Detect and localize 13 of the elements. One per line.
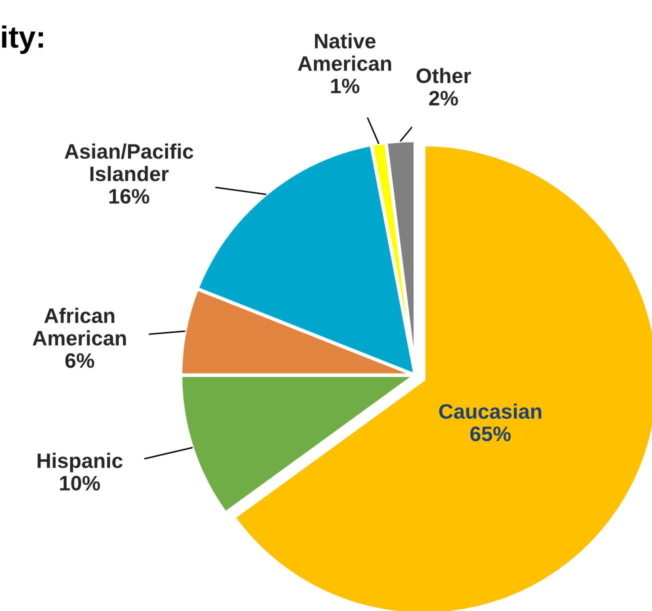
data-label: 6% — [65, 353, 94, 368]
data-label: 10% — [60, 476, 100, 491]
slice-label: Caucasian — [439, 404, 542, 419]
slice-label: Hispanic — [38, 452, 122, 472]
slice-label: African American — [32, 308, 126, 346]
slice-label: Other — [416, 68, 471, 84]
data-label: 16% — [109, 188, 150, 204]
slice-label: Asian/Pacific Islander — [64, 143, 194, 182]
data-label: 2% — [429, 90, 458, 106]
chart-title: ity: — [2, 25, 43, 54]
data-label: 1% — [331, 78, 360, 94]
slice-label: Native American — [298, 33, 392, 71]
data-label: 65% — [470, 426, 511, 442]
